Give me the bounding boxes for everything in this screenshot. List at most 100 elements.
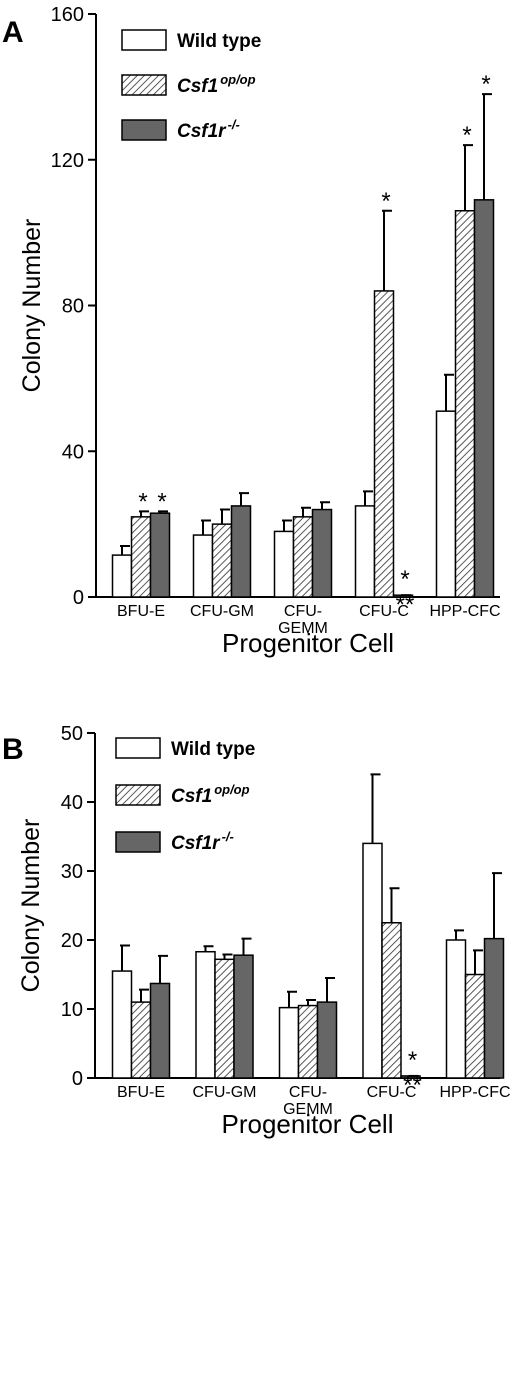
y-tick-label: 160 (51, 4, 84, 26)
legend-name: Csf1 (177, 76, 218, 97)
significance-note: * (381, 188, 390, 215)
y-axis-label: Colony Number (17, 819, 45, 993)
bar (292, 516, 314, 598)
error-bar (454, 929, 464, 940)
x-tick-label: HPP-CFC (429, 603, 500, 620)
legend-swatch (115, 737, 161, 759)
x-tick-label: CFU-GM (190, 603, 254, 620)
y-tick-label: 10 (61, 999, 83, 1021)
x-tick-label: CFU-GM (193, 1084, 257, 1101)
legend-swatch (121, 29, 167, 51)
error-bar (120, 544, 130, 556)
significance-note: * (138, 488, 147, 515)
legend-superscript: op/op (214, 782, 249, 797)
error-bar (120, 944, 130, 972)
legend-swatch (115, 784, 161, 806)
legend-label: Csf1r -/- (177, 117, 240, 142)
bar (278, 1006, 300, 1079)
legend-name: Csf1r (171, 833, 221, 854)
error-bar (220, 508, 230, 525)
bar (130, 1001, 152, 1079)
bar (230, 505, 252, 598)
x-tick-label: HPP-CFC (439, 1084, 510, 1101)
bar (211, 523, 233, 598)
error-bar (325, 976, 335, 1003)
bar (373, 290, 395, 598)
y-axis-label: Colony Number (18, 219, 46, 393)
bar (297, 1004, 319, 1079)
legend-swatch (121, 74, 167, 96)
bar (111, 554, 133, 598)
panel-label: A (2, 16, 24, 49)
bar (111, 970, 133, 1079)
legend-superscript: -/- (228, 117, 240, 132)
legend-name: Wild type (171, 739, 255, 760)
significance-note: * ** (396, 566, 415, 618)
bar (381, 922, 402, 1079)
y-tick-label: 50 (61, 723, 83, 745)
x-tick-label: BFU-E (117, 1084, 165, 1101)
bar (192, 534, 214, 598)
legend-superscript: op/op (220, 72, 255, 87)
bar (483, 937, 505, 1079)
error-bar (389, 887, 400, 923)
legend-name: Csf1 (171, 786, 212, 807)
bar (362, 842, 383, 1079)
y-tick-label: 40 (62, 441, 84, 463)
bar (149, 512, 171, 598)
x-tick-label: CFU-C (359, 603, 409, 620)
y-tick-label: 30 (61, 861, 83, 883)
significance-note: * (462, 122, 471, 149)
error-bar (473, 949, 483, 975)
error-bar (203, 945, 214, 952)
bar (445, 939, 467, 1079)
error-bar (463, 144, 473, 211)
x-tick-label: BFU-E (117, 603, 165, 620)
y-tick-label: 80 (62, 296, 84, 318)
x-axis-label: Progenitor Cell (222, 1109, 394, 1139)
x-tick-label: CFU-GEMM (283, 1084, 333, 1118)
legend-label: Wild type (171, 739, 255, 760)
legend-swatch (115, 831, 161, 853)
error-bar (370, 773, 381, 844)
y-tick-label: 40 (61, 792, 83, 814)
bar (435, 410, 457, 598)
bar (311, 508, 333, 598)
x-tick-label: CFU-C (367, 1084, 417, 1101)
bar (454, 210, 476, 598)
legend-superscript: -/- (222, 829, 234, 844)
error-bar (222, 953, 233, 960)
x-tick-label: CFU-GEMM (278, 603, 328, 637)
y-tick-label: 0 (73, 587, 84, 609)
bar (354, 505, 376, 598)
bar (473, 199, 495, 598)
bar (233, 954, 254, 1079)
bar (316, 1001, 338, 1079)
y-tick-label: 120 (51, 150, 84, 172)
error-bar (158, 954, 168, 984)
error-bar (139, 988, 149, 1003)
error-bar (287, 990, 297, 1008)
bar (273, 530, 295, 598)
error-bar (382, 209, 392, 291)
legend-label: Csf1r -/- (171, 829, 234, 854)
significance-note: * ** (403, 1047, 422, 1099)
bar (214, 958, 235, 1079)
legend-name: Wild type (177, 31, 261, 52)
error-bar (139, 510, 149, 517)
error-bar (492, 872, 502, 939)
error-bar (482, 93, 492, 200)
bar (195, 950, 216, 1079)
error-bar (363, 490, 373, 506)
y-tick-label: 0 (72, 1068, 83, 1090)
bar (464, 973, 486, 1079)
legend-label: Wild type (177, 31, 261, 52)
error-bar (320, 501, 330, 510)
panel-label: B (2, 733, 24, 766)
error-bar (306, 999, 316, 1006)
bar (130, 516, 152, 598)
legend-label: Csf1 op/op (177, 72, 256, 97)
significance-note: * (157, 488, 166, 515)
error-bar (282, 519, 292, 532)
